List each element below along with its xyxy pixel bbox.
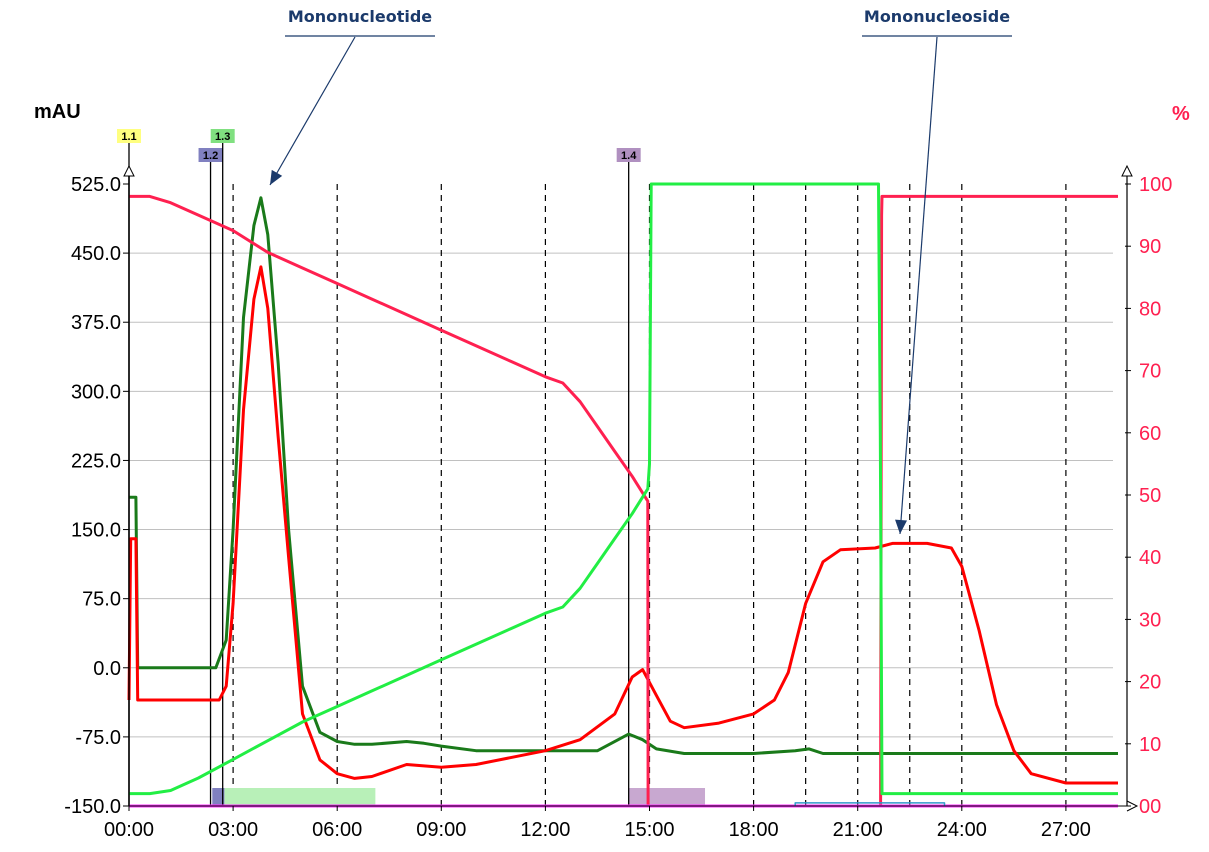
- fraction-bars: [212, 788, 706, 806]
- x-tick-label: 24:00: [937, 819, 987, 841]
- right-axis-bottom-arrow: [1126, 800, 1139, 812]
- right-tick-label: 50: [1139, 485, 1161, 507]
- left-tick-label: 375.0: [71, 312, 121, 334]
- x-tick-label: 27:00: [1041, 819, 1091, 841]
- series-line: [129, 196, 1118, 755]
- x-tick-label: 03:00: [208, 819, 258, 841]
- left-tick-label: -75.0: [75, 727, 121, 749]
- grid: [129, 184, 1113, 806]
- annotation-leader: [269, 36, 356, 186]
- series-lines: [127, 182, 1118, 808]
- series-line: [127, 265, 1118, 785]
- annotation-label: Mononucleotide: [288, 7, 432, 26]
- event-marker-box: [210, 129, 235, 143]
- annotation-label: Mononucleoside: [864, 7, 1010, 26]
- right-tick-label: 40: [1139, 547, 1161, 569]
- left-tick-label: 225.0: [71, 450, 121, 472]
- annotations: Mononucleotide Mononucleoside: [269, 7, 1012, 535]
- right-tick-label: 00: [1139, 796, 1161, 818]
- event-marker-label: 1.3: [215, 131, 230, 143]
- left-tick-label: 75.0: [82, 589, 121, 611]
- annotation-leader: [899, 36, 938, 535]
- right-tick-label: 90: [1139, 236, 1161, 258]
- left-tick-label: 0.0: [93, 658, 121, 680]
- event-marker-box: [117, 129, 141, 143]
- left-axis-arrow: [123, 164, 135, 177]
- x-tick-label: 12:00: [520, 819, 570, 841]
- event-marker-label: 1.1: [121, 131, 136, 143]
- left-tick-label: 450.0: [71, 243, 121, 265]
- x-tick-label: 09:00: [416, 819, 466, 841]
- event-marker-box: [198, 148, 223, 162]
- right-tick-label: 80: [1139, 298, 1161, 320]
- x-tick-label: 18:00: [729, 819, 779, 841]
- event-marker-box: [616, 148, 641, 162]
- fraction-bar: [212, 788, 225, 806]
- annotation-arrowhead: [895, 519, 908, 534]
- series-line: [129, 194, 1118, 808]
- right-axis-arrow: [1121, 164, 1133, 177]
- fraction-bar: [628, 788, 706, 806]
- x-tick-label: 15:00: [624, 819, 674, 841]
- annotation-arrowhead: [270, 169, 283, 185]
- x-tick-label: 21:00: [833, 819, 883, 841]
- right-tick-label: 30: [1139, 609, 1161, 631]
- event-markers: 1.1 1.2 1.3 1.4: [117, 129, 641, 806]
- series-line: [129, 182, 1118, 796]
- left-axis-unit: mAU: [34, 101, 81, 123]
- event-marker-label: 1.2: [203, 150, 218, 162]
- right-tick-label: 70: [1139, 361, 1161, 383]
- series-line: [794, 802, 946, 806]
- event-marker-label: 1.4: [621, 150, 637, 162]
- right-axis-unit: %: [1172, 103, 1190, 125]
- axes: 525.0 450.0 375.0 300.0 225.0 150.0 75.0 0.0 -75…: [64, 164, 1172, 841]
- left-tick-label: 150.0: [71, 520, 121, 542]
- x-tick-label: 00:00: [104, 819, 154, 841]
- right-tick-label: 60: [1139, 423, 1161, 445]
- right-tick-label: 100: [1139, 174, 1172, 196]
- left-tick-label: -150.0: [64, 796, 121, 818]
- x-tick-label: 06:00: [312, 819, 362, 841]
- fraction-bar: [224, 788, 376, 806]
- left-tick-label: 300.0: [71, 381, 121, 403]
- left-tick-label: 525.0: [71, 174, 121, 196]
- right-tick-label: 20: [1139, 672, 1161, 694]
- right-tick-label: 10: [1139, 734, 1161, 756]
